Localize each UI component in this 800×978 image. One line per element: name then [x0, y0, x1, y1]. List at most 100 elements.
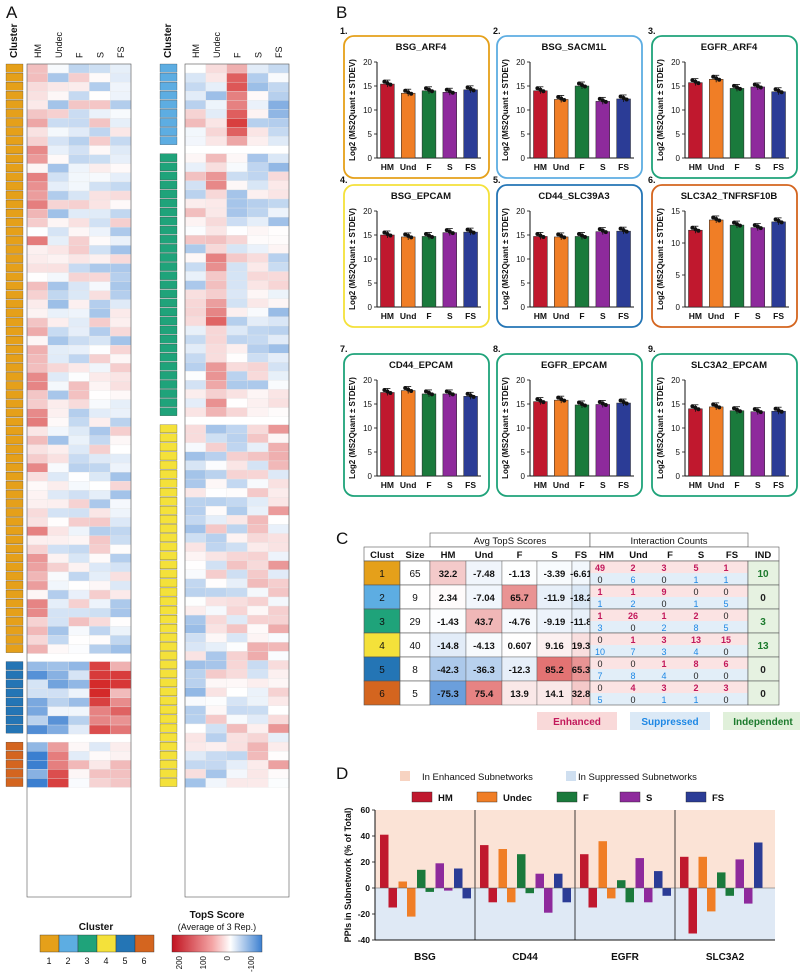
chart-number: 9.	[648, 344, 656, 354]
heatmap-cell	[47, 109, 69, 119]
enhanced-count: 0	[723, 611, 728, 621]
heatmap-cell	[89, 617, 111, 627]
series-legend-label: S	[646, 793, 652, 804]
heatmap-cell	[268, 442, 290, 453]
heatmap-cell	[68, 760, 90, 770]
heatmap-cell	[89, 163, 111, 173]
heatmap-cell	[89, 236, 111, 246]
replicate-point	[468, 229, 473, 234]
suppressed-bar	[607, 888, 616, 899]
heatmap-cell	[226, 127, 248, 137]
heatmap-cell	[226, 343, 248, 354]
heatmap-cell	[226, 714, 248, 725]
replicate-point	[430, 392, 434, 397]
heatmap-cell	[110, 706, 132, 717]
heatmap-cell	[247, 262, 269, 272]
cluster-strip-cell	[159, 82, 178, 91]
heatmap-cell	[226, 316, 248, 327]
heatmap-cell	[268, 180, 290, 191]
x-tick-label: Und	[708, 162, 725, 172]
row-size: 8	[412, 665, 418, 676]
row-cluster: 2	[379, 593, 385, 604]
heatmap-cell	[89, 254, 111, 264]
heatmap-cell	[226, 334, 248, 345]
heatmap-cell	[226, 533, 248, 543]
heatmap-cell	[205, 226, 227, 236]
heatmap-cell	[268, 389, 290, 399]
replicate-point	[556, 232, 561, 237]
score-cell	[536, 560, 573, 586]
heatmap-cell	[268, 778, 290, 788]
heatmap-cell	[226, 478, 248, 489]
bar	[616, 402, 631, 477]
heatmap-cluster-header-right: Cluster	[163, 23, 174, 58]
heatmap-cell	[226, 596, 248, 607]
cluster-strip-cell	[5, 670, 24, 679]
chart-frame	[651, 35, 798, 179]
cluster-strip-cell	[159, 198, 178, 208]
heatmap-cell	[89, 290, 111, 300]
heatmap-cell	[247, 127, 269, 137]
cluster-strip-cell	[159, 371, 178, 380]
y-tick-label: -40	[358, 935, 371, 945]
heatmap-cell	[226, 551, 248, 561]
suppressed-count: 8	[693, 623, 698, 633]
heatmap-cell	[226, 542, 248, 552]
cluster-strip-cell	[5, 263, 24, 272]
heatmap-cell	[110, 635, 132, 645]
heatmap-cell	[205, 569, 227, 580]
heatmap-cell	[26, 263, 48, 273]
heatmap-cell	[268, 262, 290, 272]
heatmap-cell	[47, 145, 69, 155]
replicate-point	[535, 231, 540, 236]
heatmap-cell	[268, 478, 290, 489]
x-tick-label: S	[600, 162, 606, 172]
heatmap-cell	[226, 100, 248, 110]
heatmap-cell	[205, 614, 227, 625]
heatmap-cell	[89, 145, 111, 155]
heatmap-cell	[226, 678, 248, 688]
replicate-point	[624, 97, 629, 102]
enhanced-bar	[617, 880, 626, 888]
heatmap-cell	[268, 343, 290, 354]
ind-cell	[747, 560, 780, 586]
heatmap-cell	[68, 363, 90, 373]
cluster-strip-cell	[5, 751, 24, 760]
suppressed-count: 1	[597, 599, 602, 609]
heatmap-cell	[110, 778, 132, 788]
cluster-strip-cell	[159, 651, 178, 660]
heatmap-cell	[47, 679, 69, 689]
heatmap-cell	[68, 435, 90, 446]
cluster-strip-cell	[159, 316, 178, 326]
enhanced-count: 1	[661, 611, 666, 621]
cluster-strip-cell	[159, 778, 178, 787]
x-tick-label: HM	[534, 480, 547, 490]
heatmap-cell	[205, 469, 227, 480]
cluster-strip-cell	[159, 460, 178, 470]
heatmap-cell	[226, 362, 248, 372]
suppressed-count: 2	[630, 599, 635, 609]
heatmap-cell	[268, 732, 290, 743]
heatmap-cell	[89, 91, 111, 101]
y-tick-label: 20	[363, 58, 372, 67]
heatmap-cell	[247, 605, 269, 616]
cluster-legend-swatch	[77, 934, 98, 953]
y-axis-label: Log2 (MS2Quant ± STDEV)	[348, 208, 357, 310]
heatmap-cell	[226, 235, 248, 245]
replicate-point	[406, 233, 411, 238]
heatmap-cell	[26, 372, 48, 382]
heatmap-cell	[68, 335, 90, 346]
cluster-strip-cell	[159, 624, 178, 633]
heatmap-col-label-right: F	[233, 52, 243, 58]
heatmap-cell	[26, 91, 48, 101]
heatmap-cell	[184, 723, 206, 734]
heatmap-cell	[268, 171, 290, 181]
heatmap-cell	[205, 678, 227, 688]
replicate-point	[385, 389, 390, 394]
cluster-strip-cell	[5, 381, 24, 390]
y-tick-label: 15	[516, 82, 525, 91]
bar	[554, 399, 569, 477]
bar	[421, 90, 437, 159]
heatmap-cell	[268, 506, 290, 516]
